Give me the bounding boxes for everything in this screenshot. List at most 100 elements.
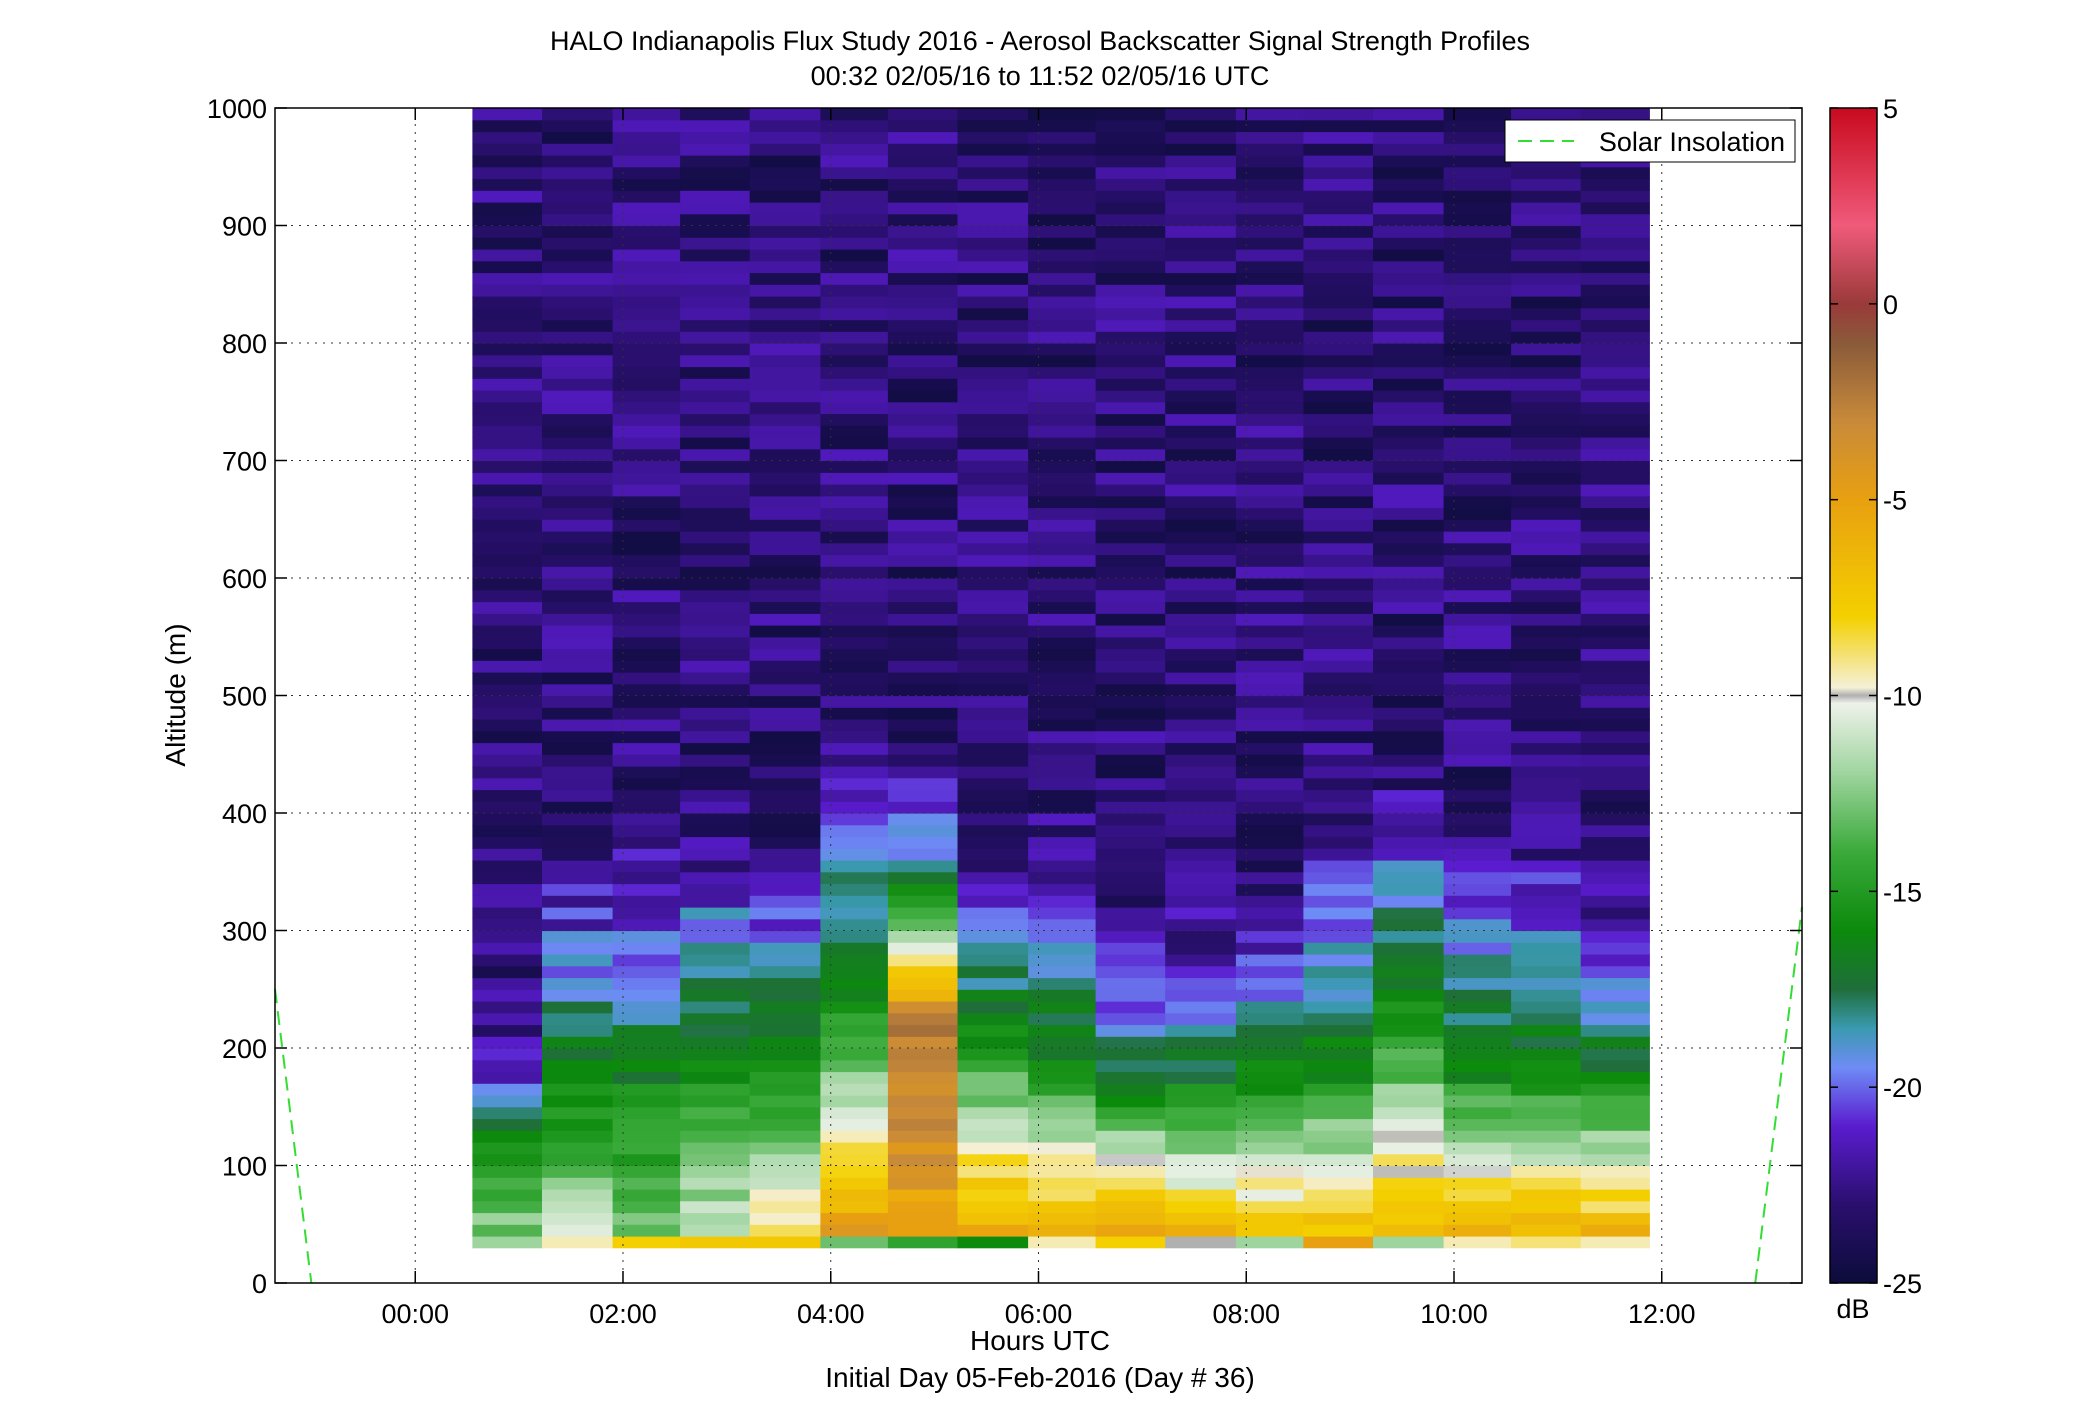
heatmap-cell <box>957 813 1029 826</box>
heatmap-cell <box>1028 542 1097 556</box>
heatmap-cell <box>1303 143 1374 156</box>
heatmap-cell <box>1165 1189 1237 1202</box>
heatmap-cell <box>820 1036 889 1049</box>
heatmap-cell <box>1303 202 1374 215</box>
heatmap-cell <box>542 260 614 274</box>
heatmap-cell <box>1235 683 1304 697</box>
heatmap-cell <box>1028 249 1097 262</box>
heatmap-cell <box>542 789 614 802</box>
heatmap-cell <box>749 225 821 238</box>
heatmap-cell <box>612 1012 681 1026</box>
heatmap-cell <box>1443 942 1512 955</box>
heatmap-cell <box>1235 801 1304 814</box>
heatmap-cell <box>1373 213 1445 227</box>
heatmap-cell <box>680 108 751 121</box>
heatmap-cell <box>1095 378 1166 391</box>
heatmap-cell <box>542 448 614 462</box>
heatmap-cell <box>680 472 751 485</box>
heatmap-cell <box>1165 448 1237 462</box>
heatmap-cell <box>887 366 959 379</box>
heatmap-cell <box>1580 401 1650 415</box>
heatmap-cell <box>1235 272 1304 285</box>
heatmap-cell <box>1443 589 1512 603</box>
heatmap-cell <box>612 848 681 861</box>
heatmap-cell <box>820 871 889 885</box>
heatmap-cell <box>1165 1024 1237 1037</box>
heatmap-cell <box>887 1142 959 1155</box>
heatmap-cell <box>1165 625 1237 638</box>
heatmap-cell <box>1580 742 1650 755</box>
heatmap-cell <box>1580 1012 1650 1026</box>
heatmap-cell <box>749 542 821 556</box>
heatmap-cell <box>472 813 543 826</box>
heatmap-cell <box>1443 307 1512 321</box>
heatmap-cell <box>1443 789 1512 802</box>
heatmap-cell <box>1580 1001 1650 1014</box>
heatmap-cell <box>472 225 543 238</box>
heatmap-cell <box>749 1083 821 1096</box>
heatmap-cell <box>1235 437 1304 450</box>
heatmap-cell <box>1443 813 1512 826</box>
heatmap-cell <box>542 601 614 614</box>
heatmap-cell <box>1580 848 1650 861</box>
heatmap-cell <box>542 378 614 391</box>
heatmap-cell <box>1511 625 1582 638</box>
heatmap-cell <box>1303 636 1374 650</box>
heatmap-cell <box>1095 1118 1166 1131</box>
heatmap-cell <box>820 437 889 450</box>
heatmap-cell <box>1095 1001 1166 1014</box>
heatmap-cell <box>680 730 751 744</box>
heatmap-cell <box>1303 989 1374 1002</box>
heatmap-cell <box>472 954 543 967</box>
heatmap-cell <box>749 202 821 215</box>
colorbar-tick-label: 5 <box>1883 94 1898 124</box>
heatmap-cell <box>472 1059 543 1073</box>
heatmap-cell <box>1095 495 1166 509</box>
heatmap-cell <box>887 1130 959 1143</box>
heatmap-cell <box>1511 296 1582 309</box>
heatmap-cell <box>1165 813 1237 826</box>
heatmap-cell <box>542 119 614 133</box>
heatmap-cell <box>472 119 543 133</box>
heatmap-cell <box>1095 907 1166 920</box>
heatmap-cell <box>1511 1130 1582 1143</box>
heatmap-cell <box>1235 895 1304 908</box>
heatmap-cell <box>1580 331 1650 344</box>
heatmap-cell <box>1095 366 1166 379</box>
heatmap-cell <box>1511 390 1582 403</box>
heatmap-cell <box>1511 178 1582 191</box>
heatmap-cell <box>472 589 543 603</box>
heatmap-cell <box>1165 531 1237 544</box>
heatmap-cell <box>1373 871 1445 885</box>
heatmap-cell <box>1580 319 1650 332</box>
heatmap-cell <box>1511 860 1582 873</box>
heatmap-cell <box>680 625 751 638</box>
heatmap-cell <box>957 519 1029 532</box>
heatmap-cell <box>957 1048 1029 1061</box>
heatmap-cell <box>820 1001 889 1014</box>
heatmap-cell <box>1165 296 1237 309</box>
heatmap-cell <box>957 225 1029 238</box>
heatmap-cell <box>472 378 543 391</box>
heatmap-cell <box>1511 742 1582 755</box>
heatmap-cell <box>1580 108 1650 121</box>
heatmap-cell <box>820 1012 889 1026</box>
heatmap-cell <box>749 1106 821 1120</box>
heatmap-cell <box>542 1095 614 1108</box>
heatmap-cell <box>1580 519 1650 532</box>
heatmap-cell <box>1095 296 1166 309</box>
heatmap-cell <box>612 225 681 238</box>
heatmap-cell <box>542 437 614 450</box>
heatmap-cell <box>1511 813 1582 826</box>
heatmap-cell <box>1511 1212 1582 1225</box>
heatmap-cell <box>472 860 543 873</box>
heatmap-cell <box>1580 1236 1650 1249</box>
heatmap-cell <box>542 1118 614 1131</box>
heatmap-cell <box>1165 613 1237 626</box>
heatmap-cell <box>680 895 751 908</box>
heatmap-cell <box>887 1153 959 1167</box>
heatmap-cell <box>1165 1012 1237 1026</box>
heatmap-cell <box>957 319 1029 332</box>
heatmap-cell <box>1235 672 1304 685</box>
heatmap-cell <box>887 307 959 321</box>
